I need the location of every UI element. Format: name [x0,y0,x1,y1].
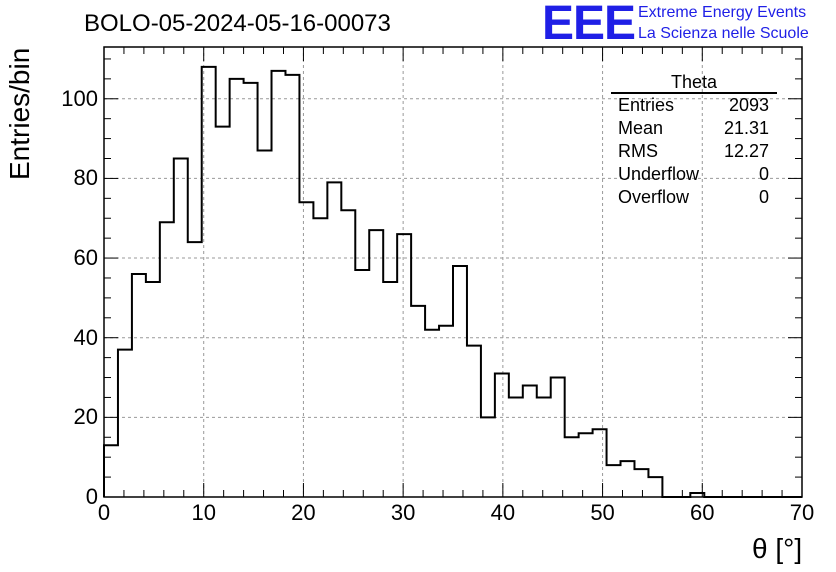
stats-label: Underflow [618,164,700,184]
y-axis-label: Entries/bin [4,47,35,180]
x-tick-label: 30 [390,500,416,525]
stats-title: Theta [611,72,777,94]
stats-row-entries: Entries 2093 [611,94,777,117]
stats-value: 12.27 [723,141,769,161]
stats-value: 0 [758,164,769,184]
x-tick-label: 60 [690,500,715,525]
x-tick-label: 0 [97,500,111,525]
x-tick-label: 70 [789,500,815,525]
stats-row-mean: Mean 21.31 [611,117,777,140]
stats-label: Entries [618,95,675,115]
stats-row-rms: RMS 12.27 [611,140,777,163]
logo-text-line1: Extreme Energy Events [638,4,807,21]
y-tick-label: 60 [73,245,98,271]
x-tick-label: 40 [490,500,516,525]
y-tick-label: 20 [73,404,98,430]
histogram-line [103,65,802,498]
stats-row-overflow: Overflow 0 [611,186,777,209]
stats-value: 0 [758,187,769,207]
stats-box: Theta Entries 2093 Mean 21.31 RMS 12.27 … [611,72,777,209]
plot-frame [103,46,803,498]
stats-value: 21.31 [723,118,769,138]
y-tick-label: 0 [85,484,98,509]
chart-title: BOLO-05-2024-05-16-00073 [84,10,391,37]
logo-text-line2: La Scienza nelle Scuole [638,25,809,42]
stats-label: Overflow [618,187,690,207]
y-tick-label: 40 [73,324,98,350]
stats-label: RMS [618,141,658,161]
stats-value: 2093 [728,95,769,115]
eee-logo: EEE [542,0,636,50]
y-tick-label: 100 [61,85,98,111]
y-tick-label: 80 [73,165,98,191]
x-axis-label: θ [°] [752,533,803,564]
stats-row-underflow: Underflow 0 [611,163,777,186]
x-tick-label: 10 [191,500,216,525]
x-tick-label: 50 [590,500,615,525]
x-tick-label: 20 [291,500,316,525]
stats-label: Mean [618,118,664,138]
